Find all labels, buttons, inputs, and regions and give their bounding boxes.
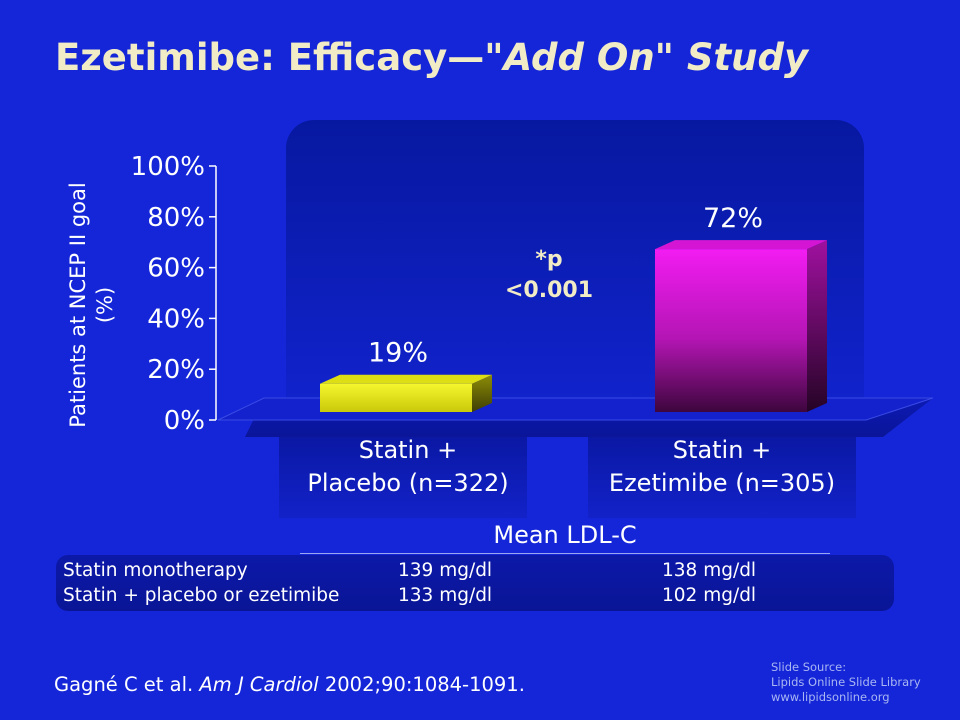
category-label: Statin + [673,436,771,464]
bar-value-label: 19% [368,338,428,369]
y-tick-label: 20% [147,355,205,385]
category-label: Ezetimibe (n=305) [609,469,835,497]
source-line-3: www.lipidsonline.org [771,690,890,704]
ldl-row-placebo-value: 139 mg/dl [398,560,493,581]
ldl-row-ezetimibe-value: 102 mg/dl [662,585,757,606]
slide-title: Ezetimibe: Efficacy—"Add On" Study [55,36,808,79]
bar-top [320,374,492,384]
source-line-2: Lipids Online Slide Library [771,675,921,689]
source-line-1: Slide Source: [771,660,847,674]
y-axis-title: Patients at NCEP II goal (%) [65,182,119,427]
bar-side [472,374,492,412]
y-axis-title-line-2: (%) [93,286,117,324]
ldl-row-label: Statin monotherapy [63,560,248,581]
category-box-ezetimibe [588,428,856,518]
citation-details: 2002;90:1084-1091. [324,673,525,696]
bar-ezetimibe [655,240,827,412]
y-axis-title-line-1: Patients at NCEP II goal [66,182,90,428]
ldl-row-label: Statin + placebo or ezetimibe [63,585,340,606]
ldl-row-placebo-value: 133 mg/dl [398,585,493,606]
bar-series [320,240,827,412]
y-tick-label: 40% [147,304,205,334]
ldl-row-ezetimibe-value: 138 mg/dl [662,560,757,581]
citation-journal: Am J Cardiol [199,673,319,696]
slide-source: Slide Source: Lipids Online Slide Librar… [771,660,921,705]
title-main: Ezetimibe: Efficacy— [55,36,485,79]
bar-top [655,240,827,250]
citation: Gagné C et al. Am J Cardiol 2002;90:1084… [54,673,525,696]
p-value-annotation: *p [535,247,562,272]
y-tick-label: 100% [131,152,205,182]
bar-front [320,383,472,412]
category-label: Statin + [359,436,457,464]
bar-placebo [320,374,492,412]
bar-front [655,249,807,412]
y-tick-label: 80% [147,203,205,233]
bar-side [807,240,827,412]
ldl-heading-rule [300,553,830,554]
ldl-heading: Mean LDL-C [493,521,637,549]
citation-authors: Gagné C et al. [54,673,194,696]
category-box-placebo [279,428,527,518]
category-label: Placebo (n=322) [307,469,508,497]
p-value-annotation: <0.001 [505,278,593,303]
ldl-table-panel [56,555,894,611]
chart-labels: 19% 72% Statin + Placebo (n=322) Statin + Eze… [307,203,835,497]
chart-decor [217,120,934,518]
title-study-name: "Add On" Study [484,36,809,79]
y-tick-label: 60% [147,254,205,284]
y-axis: 0% 20% 40% 60% 80% 100% [131,152,217,436]
y-tick-label: 0% [164,406,205,436]
bar-value-label: 72% [703,203,763,234]
